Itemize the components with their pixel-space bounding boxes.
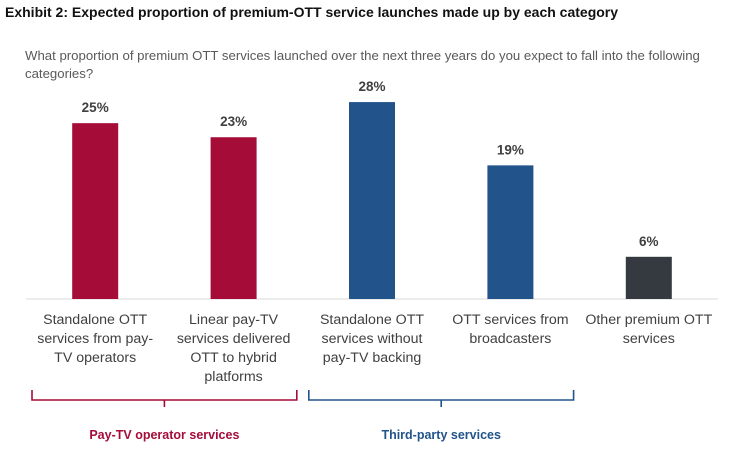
category-label-line: platforms — [204, 369, 263, 385]
value-label-5: 6% — [639, 234, 659, 249]
category-label-line: services without — [321, 331, 423, 347]
category-label-line: pay-TV backing — [322, 350, 422, 366]
category-label-line: Other premium OTT — [585, 312, 713, 328]
group-label-1: Pay-TV operator services — [89, 428, 240, 442]
value-label-3: 28% — [358, 79, 385, 94]
bar-3 — [349, 102, 395, 299]
bar-5 — [625, 256, 672, 299]
group-bracket-1 — [31, 390, 298, 407]
exhibit-title: Exhibit 2: Expected proportion of premiu… — [5, 4, 619, 20]
bar-2 — [210, 137, 257, 299]
group-brackets — [31, 390, 575, 407]
group-label-2: Third-party services — [381, 428, 501, 442]
value-label-4: 19% — [497, 142, 524, 157]
category-label-line: Linear pay-TV — [189, 312, 279, 328]
value-label-1: 25% — [82, 100, 109, 115]
category-label-line: services delivered — [176, 331, 291, 347]
category-label-line: services — [622, 331, 675, 347]
value-label-2: 23% — [220, 114, 247, 129]
category-label-line: TV operators — [54, 350, 137, 366]
survey-question: What proportion of premium OTT services … — [25, 48, 700, 81]
category-label-line: Standalone OTT — [319, 312, 425, 328]
group-bracket-2 — [308, 390, 575, 407]
category-label-5: Other premium OTT services — [579, 311, 719, 349]
category-label-line: services from pay- — [37, 331, 154, 347]
category-label-3: Standalone OTT services without pay-TV bac… — [302, 311, 442, 368]
category-label-line: OTT to hybrid — [190, 350, 277, 366]
category-label-line: OTT services from — [452, 312, 569, 328]
bars-group — [72, 102, 672, 300]
category-label-2: Linear pay-TV services delivered OTT to hy… — [164, 311, 304, 387]
value-labels-group: 25% 23% 28% 19% 6% — [82, 79, 659, 249]
bar-1 — [72, 123, 119, 300]
category-label-line: broadcasters — [469, 331, 552, 347]
bar-4 — [487, 165, 534, 299]
category-label-1: Standalone OTT services from pay- TV opera… — [25, 311, 165, 368]
category-label-line: Standalone OTT — [43, 312, 148, 328]
category-label-4: OTT services from broadcasters — [440, 311, 580, 349]
